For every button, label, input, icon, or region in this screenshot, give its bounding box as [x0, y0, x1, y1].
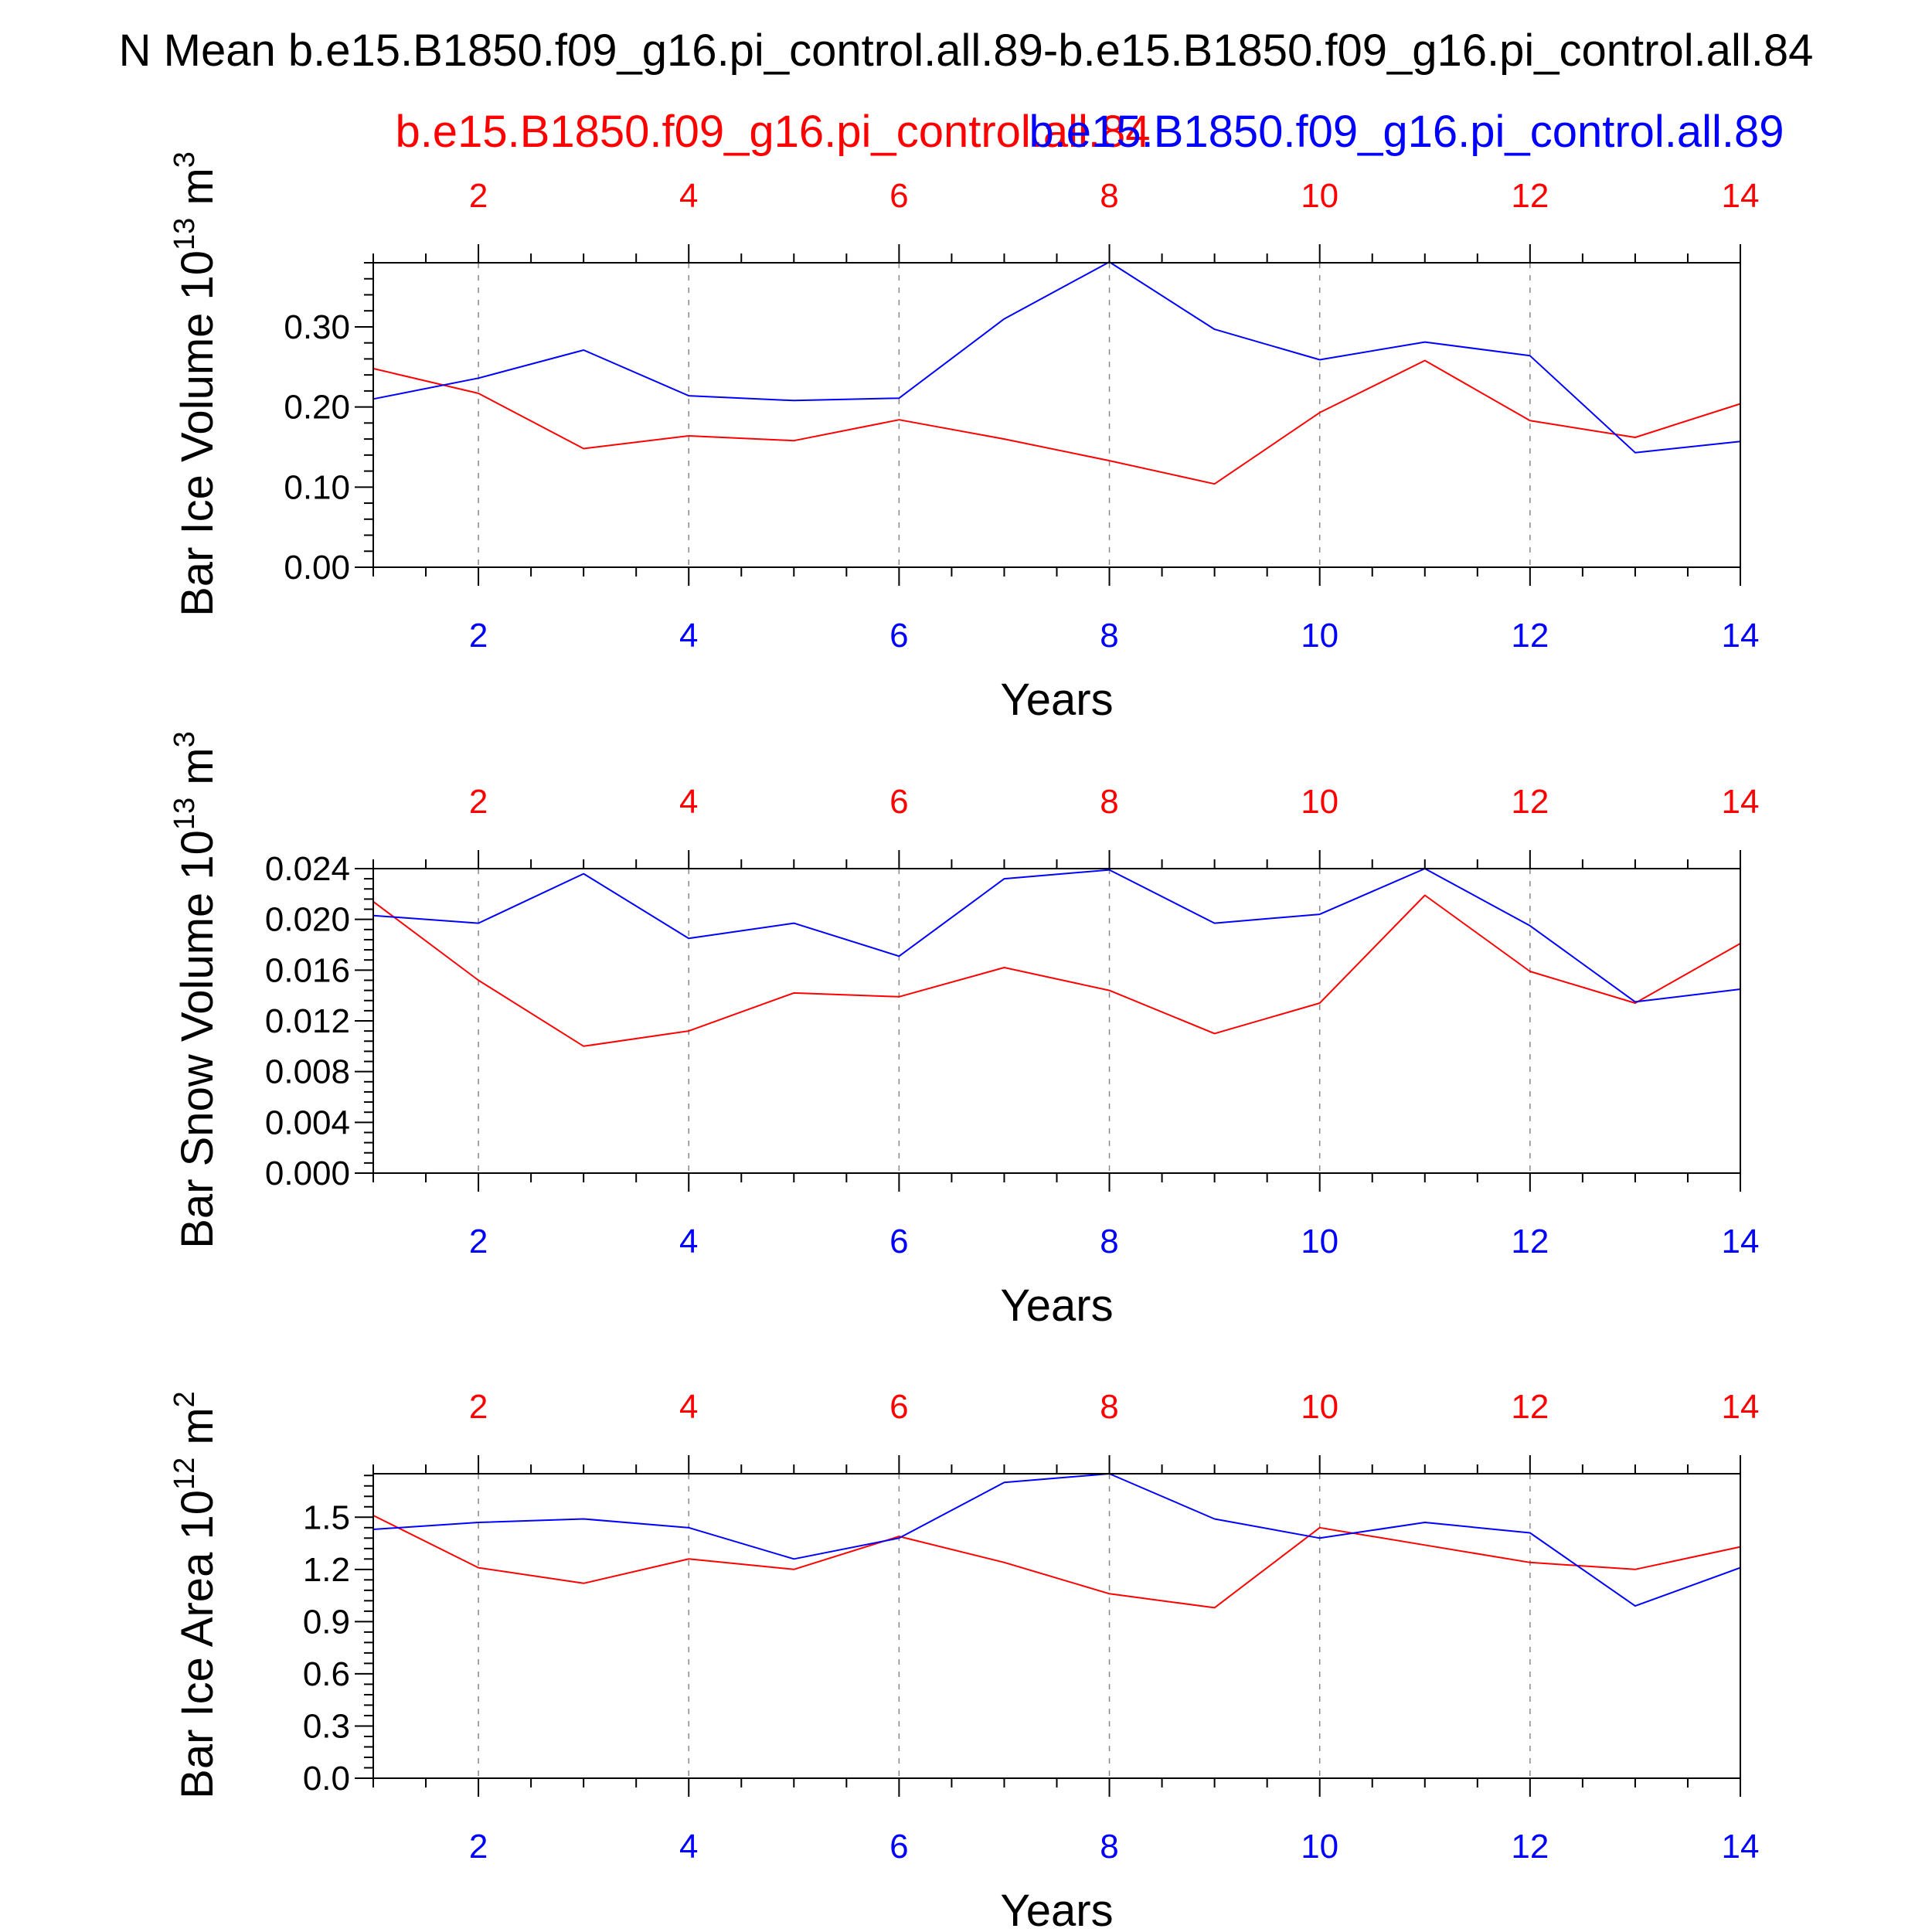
x-bottom-tick-label: 2	[469, 617, 488, 655]
x-bottom-tick-label: 2	[469, 1223, 488, 1260]
subtitle-red: b.e15.B1850.f09_g16.pi_control.all.84	[395, 107, 1150, 157]
y-axis-label: Bar Ice Volume 1013 m3	[168, 151, 223, 617]
y-tick-label: 0.30	[284, 308, 350, 346]
figure-title: N Mean b.e15.B1850.f09_g16.pi_control.al…	[119, 26, 1814, 76]
y-tick-label: 0.0	[303, 1760, 350, 1798]
y-axis-label-unit-exponent: 3	[168, 151, 201, 168]
x-bottom-tick-label: 4	[679, 1223, 698, 1260]
x-top-tick-label: 12	[1511, 1388, 1549, 1426]
x-bottom-tick-label: 4	[679, 617, 698, 655]
y-tick-label: 0.016	[265, 951, 350, 989]
x-bottom-tick-label: 14	[1722, 1828, 1760, 1866]
y-axis-label-exponent: 13	[168, 798, 201, 830]
y-tick-label: 0.000	[265, 1155, 350, 1192]
y-axis-label-unit-exponent: 2	[168, 1391, 201, 1407]
x-top-tick-label: 14	[1722, 1388, 1760, 1426]
x-top-tick-label: 14	[1722, 783, 1760, 821]
x-top-tick-label: 2	[469, 177, 488, 215]
x-bottom-tick-label: 12	[1511, 1223, 1549, 1260]
x-axis-label: Years	[1000, 1886, 1113, 1932]
x-top-tick-label: 2	[469, 1388, 488, 1426]
x-bottom-tick-label: 8	[1100, 1223, 1118, 1260]
y-tick-label: 0.20	[284, 389, 350, 427]
y-tick-label: 0.020	[265, 901, 350, 939]
y-axis-label-text: Bar Snow Volume 10	[172, 830, 223, 1249]
y-axis-label-unit-exponent: 3	[168, 731, 201, 747]
x-top-tick-label: 6	[889, 177, 908, 215]
chart-panel-1: 0.00 0.10 0.20 0.30 2 2 4 4 6 6 8 8 10 10 12 12 14 14 Year…	[168, 151, 1759, 725]
x-bottom-tick-label: 14	[1722, 1223, 1760, 1260]
x-top-tick-label: 2	[469, 783, 488, 821]
chart-panels: 0.00 0.10 0.20 0.30 2 2 4 4 6 6 8 8 10 10 12 12 14 14 Year…	[168, 151, 1759, 1932]
series-line-red	[372, 894, 1741, 1047]
y-axis-label-unit: m	[172, 747, 223, 797]
y-axis-label-exponent: 12	[168, 1458, 201, 1490]
y-tick-label: 1.5	[303, 1498, 350, 1536]
x-axis-label: Years	[1000, 1281, 1113, 1331]
chart-panel-3: 0.0 0.3 0.6 0.9 1.2 1.5 2 2 4 4 6 6 8 8 10 10 12 12 14 14 Ye…	[168, 1388, 1759, 1932]
x-bottom-tick-label: 12	[1511, 617, 1549, 655]
x-bottom-tick-label: 4	[679, 1828, 698, 1866]
x-top-tick-label: 4	[679, 177, 698, 215]
y-axis-label: Bar Snow Volume 1013 m3	[168, 731, 223, 1249]
x-top-tick-label: 10	[1301, 783, 1338, 821]
y-tick-label: 0.012	[265, 1002, 350, 1040]
y-tick-label: 0.008	[265, 1053, 350, 1091]
x-top-tick-label: 6	[889, 1388, 908, 1426]
x-top-tick-label: 8	[1100, 177, 1118, 215]
chart-panel-2: 0.000 0.004 0.008 0.012 0.016 0.020 0.024 2 2 4 4 6…	[168, 731, 1759, 1331]
series-line-red	[372, 1515, 1741, 1609]
y-tick-label: 1.2	[303, 1551, 350, 1589]
x-bottom-tick-label: 2	[469, 1828, 488, 1866]
subtitle-blue: b.e15.B1850.f09_g16.pi_control.all.89	[1029, 107, 1784, 157]
x-top-tick-label: 8	[1100, 1388, 1118, 1426]
x-bottom-tick-label: 8	[1100, 1828, 1118, 1866]
x-top-tick-label: 6	[889, 783, 908, 821]
series-line-blue	[372, 261, 1741, 454]
x-bottom-tick-label: 6	[889, 1223, 908, 1260]
x-bottom-tick-label: 10	[1301, 617, 1338, 655]
x-bottom-tick-label: 6	[889, 1828, 908, 1866]
series-line-blue	[372, 1473, 1741, 1607]
y-tick-label: 0.10	[284, 468, 350, 506]
y-axis-label-exponent: 13	[168, 218, 201, 250]
x-axis-label: Years	[1000, 675, 1113, 725]
y-axis-label: Bar Ice Area 1012 m2	[168, 1391, 223, 1799]
series-line-blue	[372, 868, 1741, 1003]
x-bottom-tick-label: 6	[889, 617, 908, 655]
y-tick-label: 0.9	[303, 1603, 350, 1641]
x-top-tick-label: 12	[1511, 177, 1549, 215]
x-bottom-tick-label: 14	[1722, 617, 1760, 655]
x-top-tick-label: 10	[1301, 1388, 1338, 1426]
x-top-tick-label: 8	[1100, 783, 1118, 821]
x-top-tick-label: 14	[1722, 177, 1760, 215]
y-axis-label-unit: m	[172, 1407, 223, 1457]
y-tick-label: 0.6	[303, 1655, 350, 1693]
y-axis-label-unit: m	[172, 168, 223, 217]
x-top-tick-label: 10	[1301, 177, 1338, 215]
y-tick-label: 0.3	[303, 1707, 350, 1745]
y-tick-label: 0.024	[265, 850, 350, 888]
x-bottom-tick-label: 8	[1100, 617, 1118, 655]
x-top-tick-label: 4	[679, 1388, 698, 1426]
y-axis-label-text: Bar Ice Area 10	[172, 1490, 223, 1799]
y-tick-label: 0.00	[284, 549, 350, 587]
x-top-tick-label: 4	[679, 783, 698, 821]
x-bottom-tick-label: 10	[1301, 1828, 1338, 1866]
x-top-tick-label: 12	[1511, 783, 1549, 821]
x-bottom-tick-label: 12	[1511, 1828, 1549, 1866]
series-line-red	[372, 359, 1741, 485]
y-tick-label: 0.004	[265, 1104, 350, 1141]
y-axis-label-text: Bar Ice Volume 10	[172, 250, 223, 617]
x-bottom-tick-label: 10	[1301, 1223, 1338, 1260]
